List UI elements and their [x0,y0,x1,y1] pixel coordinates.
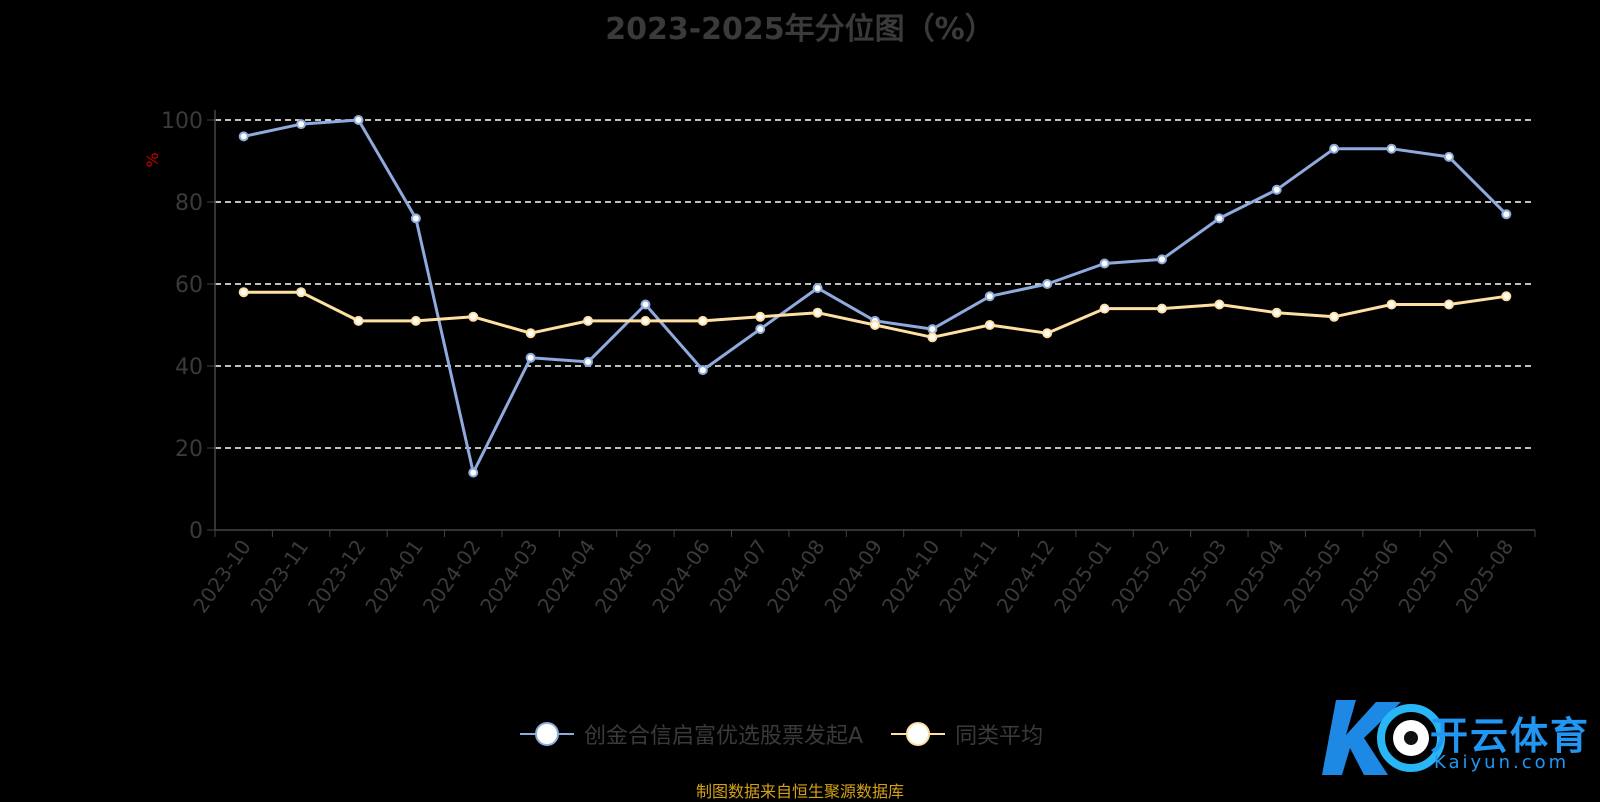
x-tick-label: 2024-08 [762,535,830,617]
y-tick-label: 40 [175,355,203,380]
x-tick-label: 2023-11 [246,535,314,617]
x-tick-label: 2025-08 [1451,535,1519,617]
data-point [1156,303,1167,314]
y-tick-label: 0 [189,519,203,544]
x-tick-label: 2024-05 [590,535,658,617]
chart-title: 2023-2025年分位图（%） [605,12,995,47]
watermark-text: 开云体育 [1430,714,1591,758]
y-tick-label: 20 [175,437,203,462]
data-point [927,324,938,335]
y-tick-label: 100 [161,109,203,134]
data-point [583,315,594,326]
data-point [1443,299,1454,310]
data-point [755,311,766,322]
data-point [927,332,938,343]
x-tick-label: 2024-12 [992,535,1060,617]
data-point [1443,151,1454,162]
data-point [812,307,823,318]
x-tick-label: 2025-05 [1279,535,1347,617]
x-tick-label: 2024-11 [934,535,1002,617]
data-point [410,315,421,326]
data-point [870,320,880,330]
data-point [1214,299,1225,310]
data-point [1329,311,1340,322]
data-point [1501,209,1512,220]
data-source-footnote: 制图数据来自恒生聚源数据库 [695,782,904,801]
x-tick-label: 2025-01 [1049,535,1117,617]
data-point [1042,328,1053,339]
x-tick-label: 2024-06 [647,535,715,617]
data-point [1386,143,1397,154]
data-point [353,115,364,125]
y-tick-label: 60 [175,273,203,298]
x-tick-label: 2023-10 [188,535,256,617]
watermark-subtext: Kaiyun.com [1434,752,1570,773]
data-point [410,213,421,224]
data-point [238,287,249,298]
data-point [468,311,479,322]
legend-label: 同类平均 [955,724,1044,749]
data-point [640,315,651,326]
data-point [984,291,995,302]
data-point [1042,279,1053,289]
legend: 创金合信启富优选股票发起A 同类平均 [520,718,1043,750]
data-point [525,352,536,363]
data-point [1271,184,1282,195]
legend-label: 创金合信启富优选股票发起A [584,724,864,749]
x-tick-label: 2024-04 [533,535,601,617]
x-tick-label: 2024-09 [819,535,887,617]
data-point [296,287,307,298]
kaiyun-logo-icon [1322,700,1445,775]
y-tick-label: 80 [175,191,203,216]
data-point [238,131,249,142]
x-tick-label: 2025-06 [1336,535,1404,617]
data-point [1214,213,1225,224]
x-tick-label: 2025-02 [1106,535,1174,617]
x-tick-label: 2024-10 [877,535,945,617]
x-tick-label: 2025-03 [1164,535,1232,617]
data-point [525,328,536,339]
data-point [697,365,708,376]
data-point [1099,303,1110,314]
data-point [1386,299,1397,310]
data-point [1271,307,1282,318]
x-tick-label: 2024-03 [475,535,543,617]
y-axis-label: % [143,152,162,167]
legend-item-average[interactable]: 同类平均 [891,718,1043,750]
data-point [583,356,594,367]
data-point [697,315,708,326]
data-point [353,315,364,326]
data-point [755,324,766,335]
data-point [296,119,307,130]
data-point [1329,143,1340,154]
data-point [640,299,651,310]
data-point [984,320,995,330]
data-point [468,467,479,478]
legend-item-fund[interactable]: 创金合信启富优选股票发起A [520,718,863,750]
data-point [1099,258,1110,269]
x-tick-label: 2025-04 [1221,535,1289,617]
x-tick-label: 2024-02 [418,535,486,617]
data-point [812,283,823,294]
data-point [1501,291,1512,302]
x-tick-label: 2023-12 [303,535,371,617]
x-tick-label: 2025-07 [1393,535,1461,617]
series-line [243,118,1508,475]
x-tick-label: 2024-01 [360,535,428,617]
data-point [1156,254,1167,265]
x-tick-label: 2024-07 [705,535,773,617]
